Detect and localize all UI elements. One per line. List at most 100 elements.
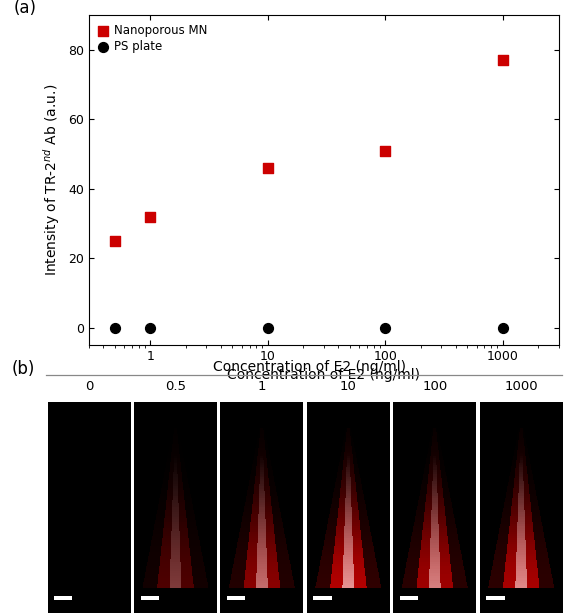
Polygon shape [345,445,352,448]
Polygon shape [413,530,457,532]
Polygon shape [516,580,527,583]
Polygon shape [518,445,524,448]
Polygon shape [162,541,189,543]
Polygon shape [256,476,269,477]
Polygon shape [517,450,525,452]
Polygon shape [497,540,545,541]
Polygon shape [343,569,354,571]
Polygon shape [168,477,182,480]
Polygon shape [426,500,444,501]
Polygon shape [256,578,268,580]
Polygon shape [430,557,439,559]
Polygon shape [343,578,354,580]
Polygon shape [326,532,371,533]
Polygon shape [246,557,277,559]
Polygon shape [167,492,184,493]
Polygon shape [344,529,352,531]
Polygon shape [503,586,539,588]
Polygon shape [344,522,352,524]
Polygon shape [332,567,364,570]
Polygon shape [510,517,532,519]
Polygon shape [430,538,439,540]
Polygon shape [244,582,280,583]
Polygon shape [489,580,553,582]
Polygon shape [511,509,531,511]
Polygon shape [343,580,354,583]
Polygon shape [259,503,265,505]
Polygon shape [332,501,365,504]
Polygon shape [245,575,279,578]
Polygon shape [425,501,444,504]
Polygon shape [157,586,194,588]
Polygon shape [507,492,536,493]
Legend: Nanoporous MN, PS plate: Nanoporous MN, PS plate [95,22,209,55]
Polygon shape [519,468,523,469]
Polygon shape [518,512,524,514]
Polygon shape [504,573,538,575]
Polygon shape [515,472,527,474]
Polygon shape [316,582,380,583]
Polygon shape [346,503,351,505]
Polygon shape [163,535,189,538]
Polygon shape [412,532,457,533]
Polygon shape [429,576,440,578]
Polygon shape [233,567,291,570]
Polygon shape [495,551,548,554]
Polygon shape [257,557,267,559]
Polygon shape [508,538,535,540]
Polygon shape [425,509,445,511]
Polygon shape [517,538,525,540]
Polygon shape [256,580,268,583]
Nanoporous MN [146,212,155,222]
Polygon shape [515,585,527,588]
Polygon shape [419,559,450,562]
Polygon shape [339,506,358,508]
Polygon shape [242,517,282,519]
Polygon shape [344,553,353,554]
Polygon shape [420,492,450,493]
Polygon shape [346,440,351,442]
Polygon shape [517,452,525,453]
Polygon shape [423,527,447,530]
Polygon shape [336,530,360,532]
Polygon shape [421,543,449,546]
Polygon shape [259,500,265,503]
Polygon shape [496,548,547,549]
Polygon shape [257,564,267,566]
Polygon shape [335,541,362,543]
Polygon shape [509,525,533,527]
Polygon shape [433,482,437,484]
Polygon shape [422,530,447,532]
Polygon shape [516,578,527,580]
Polygon shape [320,559,376,562]
Polygon shape [252,514,273,516]
Polygon shape [347,469,350,472]
Polygon shape [330,583,366,586]
Polygon shape [173,491,178,493]
Polygon shape [517,448,525,450]
Polygon shape [419,496,450,498]
Polygon shape [512,501,531,504]
Polygon shape [164,519,187,522]
Polygon shape [501,519,541,522]
Polygon shape [515,474,528,476]
Polygon shape [433,472,437,474]
Polygon shape [325,533,371,535]
Polygon shape [431,512,438,514]
Polygon shape [429,573,440,576]
Polygon shape [245,570,278,572]
Polygon shape [167,490,183,492]
Polygon shape [498,535,544,538]
Polygon shape [429,585,441,588]
Polygon shape [255,480,269,482]
Polygon shape [172,514,179,517]
Polygon shape [430,453,439,456]
Polygon shape [430,550,439,553]
Polygon shape [516,576,527,578]
Polygon shape [499,530,543,532]
Polygon shape [492,567,551,570]
Polygon shape [170,564,180,566]
Polygon shape [328,517,368,519]
Polygon shape [257,559,267,562]
Polygon shape [258,533,266,536]
